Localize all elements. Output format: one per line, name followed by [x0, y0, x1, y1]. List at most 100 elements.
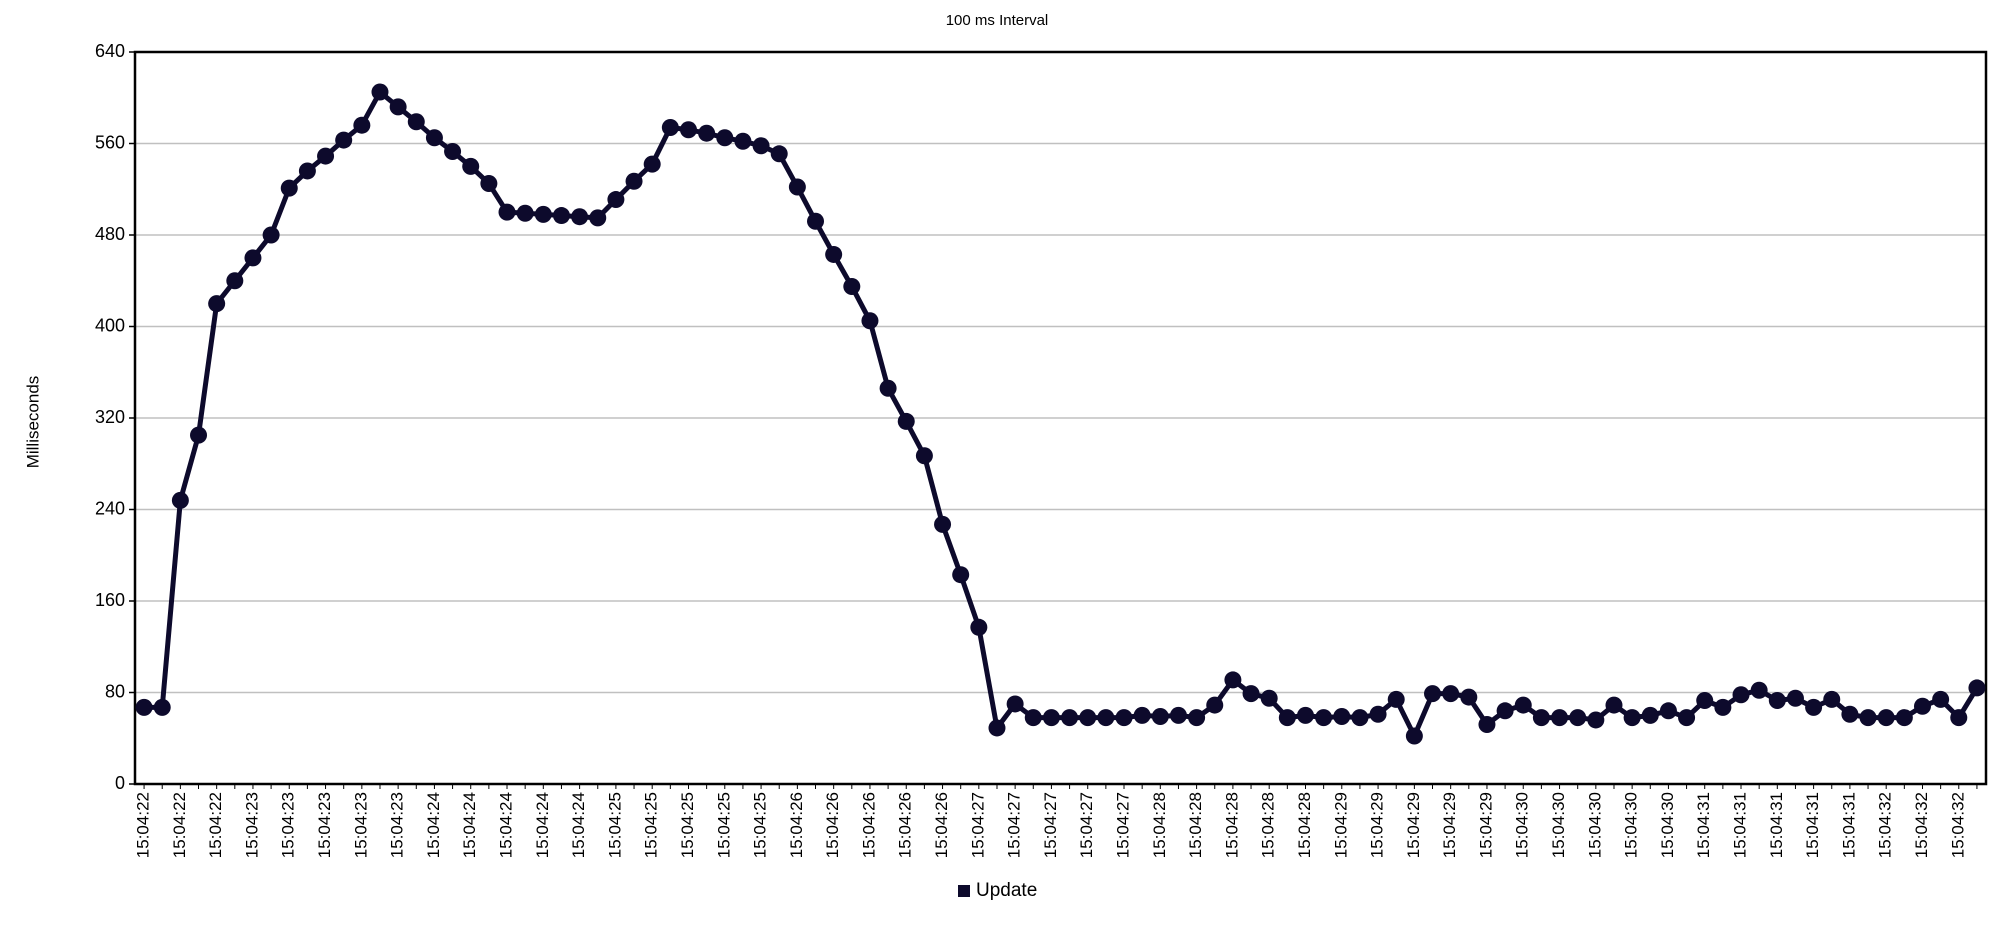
y-tick-label: 240: [95, 498, 125, 518]
data-point: [988, 719, 1006, 737]
data-point: [1315, 709, 1333, 727]
data-point: [317, 147, 335, 165]
x-tick-label: 15:04:26: [787, 792, 806, 858]
data-point: [1424, 685, 1442, 703]
x-tick-label: 15:04:23: [242, 792, 261, 858]
data-point: [1841, 705, 1859, 723]
x-tick-label: 15:04:30: [1622, 792, 1641, 858]
x-tick-label: 15:04:26: [823, 792, 842, 858]
x-tick-label: 15:04:25: [714, 792, 733, 858]
data-point: [698, 124, 716, 142]
data-point: [1532, 709, 1550, 727]
chart-title: 100 ms Interval: [946, 12, 1049, 29]
x-tick-label: 15:04:24: [533, 792, 552, 858]
data-point: [1659, 702, 1677, 720]
data-point: [1042, 709, 1060, 727]
data-point: [1278, 709, 1296, 727]
data-point: [1260, 689, 1278, 707]
data-point: [934, 515, 952, 533]
y-tick-label: 160: [95, 590, 125, 610]
data-point: [1296, 706, 1314, 724]
data-point: [1551, 709, 1569, 727]
y-tick-label: 560: [95, 132, 125, 152]
data-point: [788, 178, 806, 196]
data-point: [1913, 697, 1931, 715]
x-tick-label: 15:04:28: [1222, 792, 1241, 858]
data-point: [135, 698, 153, 716]
data-point: [1151, 708, 1169, 726]
y-tick-label: 480: [95, 224, 125, 244]
x-tick-label: 15:04:23: [351, 792, 370, 858]
data-point: [1514, 696, 1532, 714]
data-point: [1405, 727, 1423, 745]
x-tick-label: 15:04:28: [1150, 792, 1169, 858]
data-point: [661, 118, 679, 136]
x-tick-label: 15:04:26: [932, 792, 951, 858]
data-point: [1968, 679, 1986, 697]
data-point: [1224, 671, 1242, 689]
data-point: [643, 155, 661, 173]
data-point: [1823, 690, 1841, 708]
data-point: [407, 113, 425, 131]
x-tick-label: 15:04:29: [1404, 792, 1423, 858]
x-tick-label: 15:04:25: [605, 792, 624, 858]
x-tick-label: 15:04:29: [1368, 792, 1387, 858]
data-point: [734, 132, 752, 150]
x-tick-label: 15:04:23: [315, 792, 334, 858]
data-point: [1641, 706, 1659, 724]
legend-label: Update: [976, 880, 1037, 901]
x-tick-label: 15:04:27: [1041, 792, 1060, 858]
data-point: [1460, 688, 1478, 706]
data-point: [1950, 709, 1968, 727]
data-point: [280, 179, 298, 197]
data-point: [371, 83, 389, 101]
x-tick-label: 15:04:22: [206, 792, 225, 858]
x-tick-label: 15:04:27: [1113, 792, 1132, 858]
data-point: [480, 175, 498, 193]
data-point: [1932, 690, 1950, 708]
data-point: [208, 295, 226, 313]
plot-frame: [133, 50, 1988, 786]
data-point: [1569, 709, 1587, 727]
data-point: [607, 191, 625, 209]
data-point: [1333, 708, 1351, 726]
x-tick-label: 15:04:28: [1186, 792, 1205, 858]
data-point: [679, 121, 697, 139]
y-tick-label: 400: [95, 315, 125, 335]
y-tick-label: 320: [95, 407, 125, 427]
x-tick-label: 15:04:31: [1767, 792, 1786, 858]
data-point: [153, 698, 171, 716]
data-point: [1061, 709, 1079, 727]
x-tick-label: 15:04:22: [170, 792, 189, 858]
data-point: [444, 143, 462, 161]
data-point: [1496, 702, 1514, 720]
data-point: [534, 205, 552, 223]
data-point: [516, 204, 534, 222]
data-point: [1006, 695, 1024, 713]
x-tick-label: 15:04:29: [1476, 792, 1495, 858]
data-point: [879, 379, 897, 397]
data-point: [498, 203, 516, 221]
data-point: [462, 157, 480, 175]
x-tick-label: 15:04:32: [1912, 792, 1931, 858]
data-point: [716, 129, 734, 147]
x-tick-label: 15:04:27: [1077, 792, 1096, 858]
x-tick-label: 15:04:28: [1295, 792, 1314, 858]
x-tick-label: 15:04:30: [1549, 792, 1568, 858]
x-tick-label: 15:04:23: [279, 792, 298, 858]
data-point: [1714, 698, 1732, 716]
x-tick-label: 15:04:30: [1585, 792, 1604, 858]
data-point: [1877, 709, 1895, 727]
y-tick-label: 640: [95, 41, 125, 61]
data-point: [1079, 709, 1097, 727]
x-tick-label: 15:04:25: [678, 792, 697, 858]
data-point: [171, 491, 189, 509]
data-point: [807, 212, 825, 230]
data-point: [1859, 709, 1877, 727]
data-point: [1623, 709, 1641, 727]
x-tick-label: 15:04:24: [569, 792, 588, 858]
y-tick-label: 0: [115, 773, 125, 793]
x-tick-label: 15:04:24: [424, 792, 443, 858]
x-tick-label: 15:04:28: [1259, 792, 1278, 858]
data-point: [353, 116, 371, 134]
